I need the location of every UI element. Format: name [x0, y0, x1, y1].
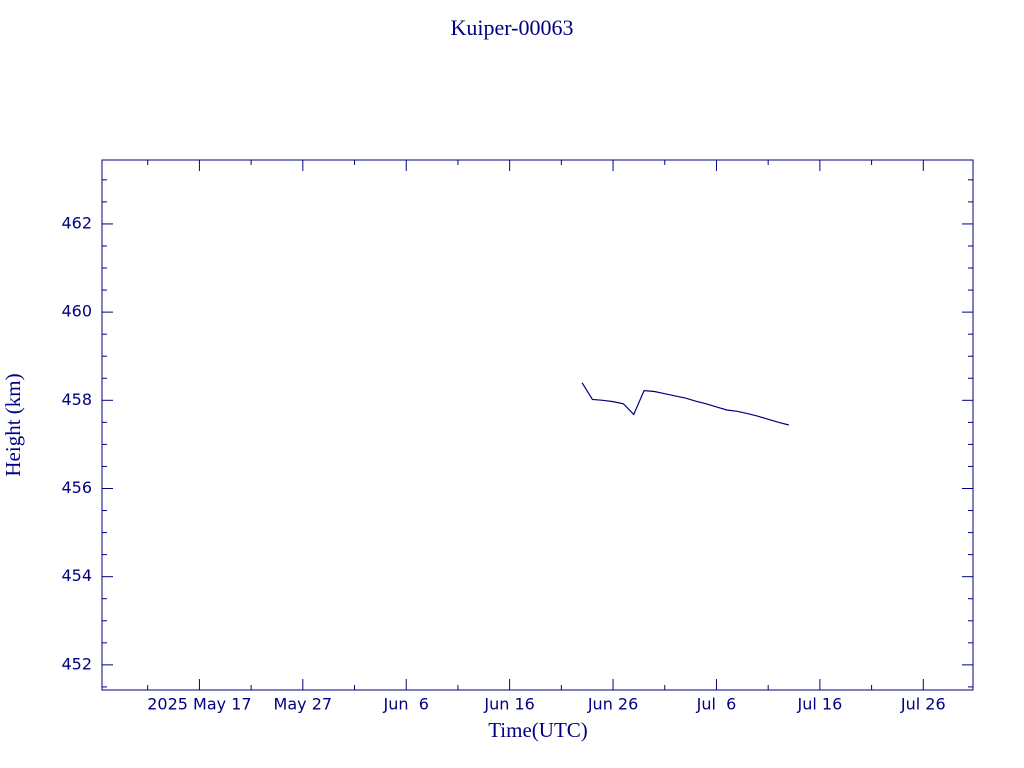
- y-tick-label: 458: [61, 390, 92, 409]
- x-tick-label: Jun 26: [587, 695, 638, 714]
- y-tick-label: 454: [61, 566, 92, 585]
- x-tick-label: Jun 6: [383, 695, 429, 714]
- data-line: [581, 382, 790, 426]
- y-tick-label: 462: [61, 213, 92, 232]
- x-tick-label: Jul 26: [900, 695, 946, 714]
- x-tick-label: Jul 16: [797, 695, 843, 714]
- x-axis-label: Time(UTC): [488, 718, 588, 742]
- x-tick-label: Jul 6: [696, 695, 737, 714]
- y-tick-label: 460: [61, 302, 92, 321]
- x-tick-label: Jun 16: [483, 695, 534, 714]
- chart-title: Kuiper-00063: [451, 15, 574, 40]
- y-tick-label: 452: [61, 654, 92, 673]
- x-tick-label: 2025 May 17: [147, 695, 251, 714]
- y-tick-label: 456: [61, 478, 92, 497]
- x-tick-label: May 27: [274, 695, 333, 714]
- plot-frame: [101, 159, 974, 691]
- y-axis-label: Height (km): [1, 373, 25, 476]
